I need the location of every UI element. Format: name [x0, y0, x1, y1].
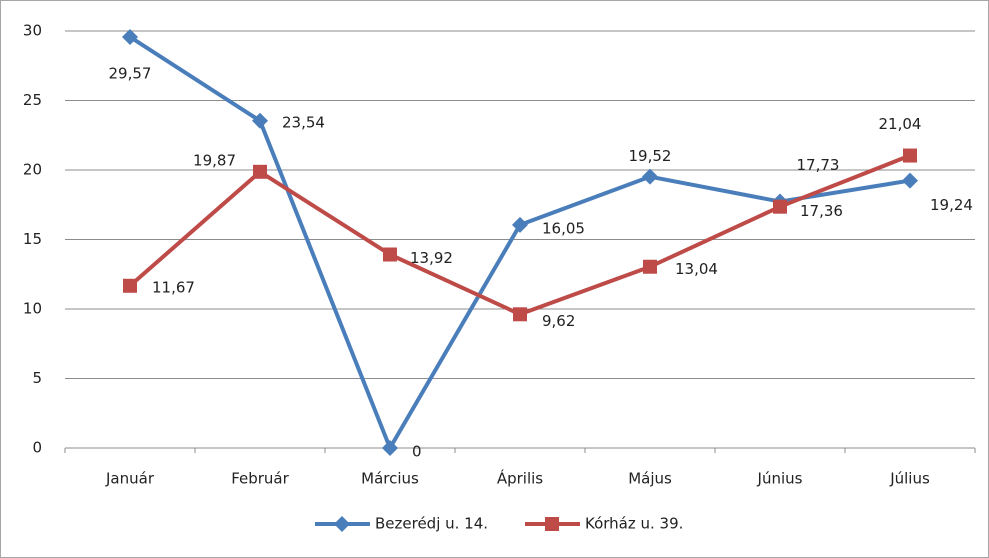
data-label: 21,04: [879, 115, 922, 133]
data-label: 29,57: [109, 64, 152, 82]
legend-marker: [334, 516, 350, 532]
data-label: 11,67: [152, 278, 195, 296]
data-label: 16,05: [542, 219, 585, 237]
legend-label: Bezerédj u. 14.: [375, 515, 488, 533]
y-tick-label: 25: [23, 91, 42, 109]
data-point: [512, 216, 528, 233]
x-tick-label: Március: [361, 470, 419, 488]
data-point: [253, 164, 267, 179]
data-point: [382, 440, 398, 456]
data-label: 23,54: [282, 113, 325, 131]
y-tick-label: 5: [32, 369, 42, 387]
data-label: 19,24: [930, 196, 973, 214]
data-label: 17,73: [797, 156, 840, 174]
x-tick-label: Július: [889, 470, 930, 488]
x-tick-label: Január: [105, 470, 155, 488]
y-tick-label: 15: [23, 230, 42, 248]
y-tick-label: 20: [23, 161, 42, 179]
legend-marker: [545, 517, 559, 531]
data-point: [773, 199, 787, 214]
data-label: 13,04: [675, 260, 718, 278]
data-label: 19,87: [193, 151, 236, 169]
x-tick-label: Május: [628, 470, 672, 488]
data-label: 17,36: [800, 202, 843, 220]
data-point: [252, 112, 268, 129]
data-point: [513, 307, 527, 322]
y-tick-label: 30: [23, 22, 42, 40]
data-point: [123, 278, 137, 293]
data-point: [642, 168, 658, 185]
data-label: 9,62: [542, 312, 575, 330]
x-tick-label: Április: [497, 469, 543, 488]
x-tick-label: Február: [231, 470, 289, 488]
legend-label: Kórház u. 39.: [585, 515, 683, 533]
data-label: 13,92: [410, 249, 453, 267]
y-tick-label: 0: [32, 439, 42, 457]
data-point: [902, 172, 918, 189]
data-point: [122, 28, 138, 45]
y-tick-label: 10: [23, 300, 42, 318]
data-point: [383, 247, 397, 262]
x-tick-label: Június: [757, 470, 803, 488]
data-point: [903, 148, 917, 163]
data-point: [643, 259, 657, 274]
data-label: 0: [412, 443, 422, 461]
data-label: 19,52: [629, 147, 672, 165]
